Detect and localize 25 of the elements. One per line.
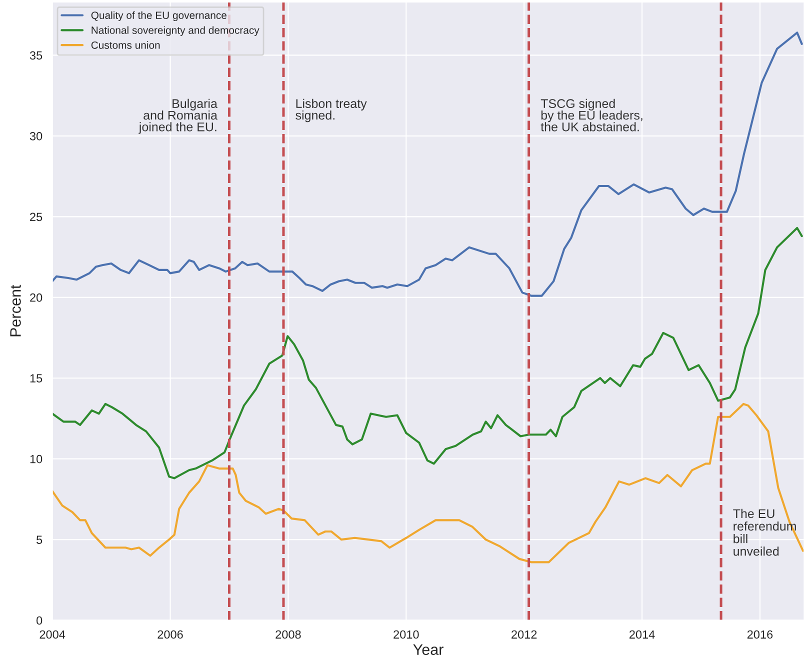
y-axis-title: Percent bbox=[10, 284, 21, 336]
y-tick-label: 0 bbox=[36, 616, 42, 625]
x-axis-title: Year bbox=[413, 644, 444, 655]
y-tick-label: 20 bbox=[30, 293, 42, 302]
legend-label: Customs union bbox=[91, 41, 160, 49]
x-tick-label: 2006 bbox=[158, 630, 183, 639]
x-tick-label: 2012 bbox=[512, 630, 537, 639]
legend-label: Quality of the EU governance bbox=[91, 11, 226, 22]
x-tick-label: 2014 bbox=[629, 630, 655, 639]
y-tick-label: 25 bbox=[30, 212, 42, 222]
ref-line-label: Lisbon treaty signed. bbox=[296, 98, 367, 122]
ref-line-label: Bulgaria and Romania joined the EU. bbox=[138, 98, 218, 134]
line-series bbox=[52, 402, 804, 564]
ref-line-label: TSCG signed by the EU leaders, the UK abstained. bbox=[540, 98, 642, 132]
line-series bbox=[52, 226, 803, 480]
x-tick-label: 2004 bbox=[40, 630, 66, 639]
x-tick-label: 2016 bbox=[747, 630, 773, 639]
y-tick-label: 5 bbox=[36, 536, 42, 544]
x-tick-label: 2008 bbox=[276, 630, 301, 639]
legend-label: National sovereignty and democracy bbox=[92, 26, 260, 36]
y-tick-label: 10 bbox=[30, 454, 42, 464]
y-tick-label: 15 bbox=[30, 374, 42, 383]
y-tick-label: 30 bbox=[30, 132, 42, 140]
y-tick-label: 35 bbox=[30, 51, 42, 60]
x-tick-label: 2010 bbox=[394, 630, 419, 639]
